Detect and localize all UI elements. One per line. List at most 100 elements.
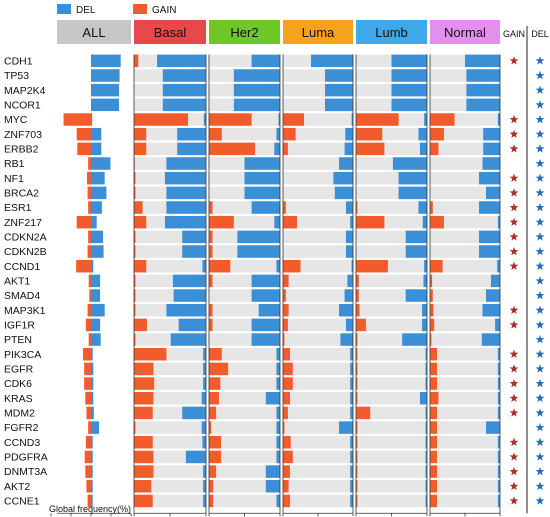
normal-track-dnmt3a: [430, 465, 500, 478]
gene-label-myc: MYC: [4, 114, 28, 126]
gain-significance-star: [509, 364, 519, 373]
her2-track-ccne1: [209, 494, 280, 508]
basal-del-bar-kras: [201, 391, 206, 405]
gene-label-rb1: RB1: [4, 158, 25, 170]
all-gain-bar-pik3ca: [83, 347, 91, 361]
del-significance-star: [535, 70, 545, 80]
normal-del-bar-pdgfra: [497, 450, 500, 464]
del-significance-star: [535, 56, 545, 65]
all-gain-bar-znf703: [76, 127, 91, 141]
luma-del-bar-ccnd1: [351, 259, 353, 273]
all-del-bar-ccnd3: [91, 436, 93, 449]
normal-gain-bar-esr1: [430, 201, 433, 214]
gene-label-tp53: TP53: [4, 70, 29, 82]
all-del-bar-map3k1: [91, 303, 105, 317]
del-significance-star: [535, 320, 545, 329]
lumb-del-bar-pdgfra: [425, 450, 427, 464]
normal-track-ccnd1: [430, 259, 500, 273]
all-del-bar-igf1r: [91, 318, 101, 332]
luma-gain-bar-cdk6: [283, 377, 293, 390]
gene-label-pik3ca: PIK3CA: [4, 349, 41, 361]
normal-del-bar-fgfr2: [486, 421, 500, 434]
del-significance-star: [535, 496, 545, 505]
her2-del-bar-pik3ca: [276, 347, 280, 361]
gain-significance-star: [509, 320, 519, 329]
lumb-track-igf1r: [356, 318, 427, 332]
her2-gain-bar-ccnd1: [209, 259, 231, 273]
gene-label-map2k4: MAP2K4: [4, 85, 46, 97]
normal-del-bar-erbb2: [483, 142, 500, 156]
lumb-gain-bar-pdgfra: [356, 450, 358, 464]
del-significance-star: [535, 437, 545, 446]
normal-gain-bar-myc: [430, 113, 455, 126]
lumb-del-bar-brca2: [398, 186, 427, 200]
basal-gain-bar-kras: [134, 391, 154, 405]
luma-del-bar-ncor1: [325, 98, 353, 112]
all-gain-bar-egfr: [84, 362, 91, 376]
normal-del-bar-ccne1: [497, 494, 500, 508]
her2-del-bar-esr1: [251, 201, 280, 214]
luma-del-bar-smad4: [344, 289, 353, 302]
all-del-bar-egfr: [91, 362, 94, 376]
normal-gain-bar-smad4: [430, 289, 433, 302]
luma-del-bar-znf217: [350, 215, 353, 229]
del-significance-star: [535, 452, 545, 461]
all-gain-bar-dnmt3a: [85, 465, 91, 478]
basal-gain-bar-cdk6: [134, 377, 155, 390]
her2-del-bar-dnmt3a: [265, 465, 280, 478]
lumb-del-bar-kras: [419, 391, 427, 405]
del-significance-star: [535, 349, 545, 358]
luma-del-bar-pdgfra: [350, 450, 353, 464]
normal-del-bar-cdk6: [497, 377, 500, 390]
del-significance-star: [535, 290, 545, 300]
all-gain-bar-smad4: [89, 289, 91, 302]
lumb-gain-bar-pik3ca: [356, 347, 358, 361]
lumb-gain-bar-kras: [356, 391, 358, 405]
her2-del-bar-kras: [265, 391, 280, 405]
lumb-del-bar-rb1: [392, 157, 427, 170]
her2-del-bar-map3k1: [258, 303, 280, 317]
her2-gain-bar-pik3ca: [209, 347, 222, 361]
panel-header-normal: [430, 20, 500, 44]
lumb-track-egfr: [356, 362, 427, 376]
all-del-bar-akt2: [91, 480, 93, 493]
normal-del-bar-pik3ca: [497, 347, 500, 361]
lumb-del-bar-esr1: [418, 201, 427, 214]
gene-label-cdkn2b: CDKN2B: [4, 246, 47, 258]
lumb-gain-bar-erbb2: [356, 142, 385, 156]
her2-del-bar-brca2: [244, 186, 280, 200]
normal-del-bar-rb1: [482, 157, 500, 170]
basal-del-bar-tp53: [162, 69, 206, 82]
her2-gain-bar-pdgfra: [209, 450, 222, 464]
normal-del-bar-myc: [497, 113, 500, 126]
basal-gain-bar-erbb2: [134, 142, 147, 156]
del-significance-star: [535, 158, 545, 168]
all-gain-bar-erbb2: [77, 142, 91, 156]
gain-significance-star: [509, 188, 519, 197]
basal-del-bar-fgfr2: [201, 421, 206, 434]
normal-gain-bar-ccnd3: [430, 436, 437, 449]
lumb-del-bar-pten: [402, 333, 427, 346]
luma-track-ccne1: [283, 494, 353, 508]
lumb-track-pdgfra: [356, 450, 427, 464]
lumb-gain-bar-fgfr2: [356, 421, 358, 434]
lumb-gain-bar-mdm2: [356, 406, 371, 420]
her2-del-bar-ncor1: [233, 98, 280, 112]
gene-label-ccnd3: CCND3: [4, 437, 40, 449]
basal-gain-bar-ccnd3: [134, 436, 153, 449]
basal-gain-bar-igf1r: [134, 318, 147, 332]
basal-gain-bar-map3k1: [134, 303, 136, 317]
lumb-track-ccnd3: [356, 436, 427, 449]
all-del-bar-ncor1: [91, 98, 119, 112]
her2-gain-bar-igf1r: [209, 318, 213, 332]
luma-gain-bar-map3k1: [283, 303, 289, 317]
gene-label-brca2: BRCA2: [4, 187, 39, 199]
normal-gain-bar-pten: [430, 333, 432, 346]
basal-gain-bar-brca2: [134, 186, 136, 200]
luma-del-bar-ccnd3: [350, 436, 353, 449]
normal-del-bar-egfr: [497, 362, 500, 376]
normal-track-ccnd3: [430, 436, 500, 449]
lumb-gain-bar-znf217: [356, 215, 385, 229]
her2-del-bar-akt2: [265, 480, 280, 493]
